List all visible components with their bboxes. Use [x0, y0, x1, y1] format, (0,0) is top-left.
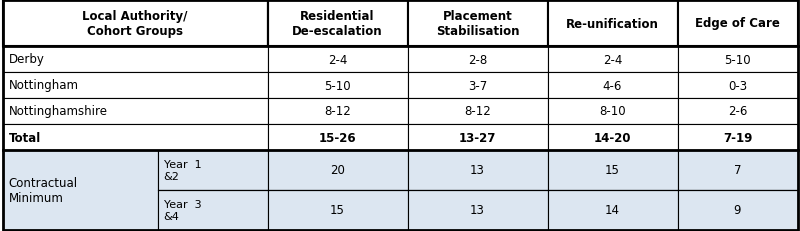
Text: 7-19: 7-19	[723, 131, 752, 144]
Bar	[2, 47, 267, 73]
Text: Nottingham: Nottingham	[9, 79, 78, 92]
Text: 20: 20	[330, 164, 345, 177]
Bar	[678, 73, 798, 99]
Text: 2-8: 2-8	[468, 53, 487, 66]
Text: 13: 13	[470, 164, 485, 177]
Bar	[158, 150, 267, 190]
Bar	[267, 73, 407, 99]
Bar	[547, 99, 678, 125]
Bar	[407, 190, 547, 230]
Text: Derby: Derby	[9, 53, 44, 66]
Bar	[678, 190, 798, 230]
Bar	[407, 47, 547, 73]
Bar	[267, 1, 407, 47]
Text: Edge of Care: Edge of Care	[695, 17, 780, 30]
Bar	[547, 150, 678, 190]
Text: 3-7: 3-7	[468, 79, 487, 92]
Bar	[547, 73, 678, 99]
Text: Re-unification: Re-unification	[566, 17, 659, 30]
Text: 15-26: 15-26	[318, 131, 356, 144]
Text: Residential
De-escalation: Residential De-escalation	[292, 10, 383, 38]
Bar	[158, 190, 267, 230]
Bar	[678, 150, 798, 190]
Bar	[547, 125, 678, 150]
Text: 5-10: 5-10	[724, 53, 751, 66]
Text: Nottinghamshire: Nottinghamshire	[9, 105, 107, 118]
Text: 9: 9	[734, 204, 742, 217]
Bar	[267, 150, 407, 190]
Bar	[547, 1, 678, 47]
Text: 0-3: 0-3	[728, 79, 747, 92]
Text: 8-10: 8-10	[599, 105, 626, 118]
Text: 8-12: 8-12	[464, 105, 491, 118]
Bar	[2, 125, 267, 150]
Text: Local Authority/
Cohort Groups: Local Authority/ Cohort Groups	[82, 10, 188, 38]
Text: Placement
Stabilisation: Placement Stabilisation	[436, 10, 519, 38]
Text: 15: 15	[605, 164, 620, 177]
Text: 15: 15	[330, 204, 345, 217]
Bar	[2, 73, 267, 99]
Bar	[678, 1, 798, 47]
Bar	[678, 47, 798, 73]
Bar	[267, 47, 407, 73]
Bar	[407, 150, 547, 190]
Bar	[2, 99, 267, 125]
Bar	[267, 190, 407, 230]
Bar	[678, 99, 798, 125]
Bar	[547, 47, 678, 73]
Text: 2-6: 2-6	[728, 105, 747, 118]
Bar	[267, 125, 407, 150]
Text: 2-4: 2-4	[603, 53, 622, 66]
Bar	[547, 190, 678, 230]
Bar	[2, 1, 267, 47]
Bar	[407, 125, 547, 150]
Text: 2-4: 2-4	[328, 53, 347, 66]
Bar	[407, 73, 547, 99]
Text: 13-27: 13-27	[459, 131, 496, 144]
Bar	[2, 150, 158, 230]
Text: 14: 14	[605, 204, 620, 217]
Bar	[267, 99, 407, 125]
Text: Year  3
&4: Year 3 &4	[163, 199, 201, 221]
Text: Year  1
&2: Year 1 &2	[163, 160, 201, 181]
Text: 5-10: 5-10	[324, 79, 351, 92]
Text: Total: Total	[9, 131, 41, 144]
Text: 4-6: 4-6	[603, 79, 622, 92]
Text: Contractual
Minimum: Contractual Minimum	[9, 176, 78, 204]
Text: 14-20: 14-20	[594, 131, 631, 144]
Text: 7: 7	[734, 164, 742, 177]
Bar	[407, 1, 547, 47]
Text: 13: 13	[470, 204, 485, 217]
Bar	[678, 125, 798, 150]
Bar	[407, 99, 547, 125]
Text: 8-12: 8-12	[324, 105, 351, 118]
